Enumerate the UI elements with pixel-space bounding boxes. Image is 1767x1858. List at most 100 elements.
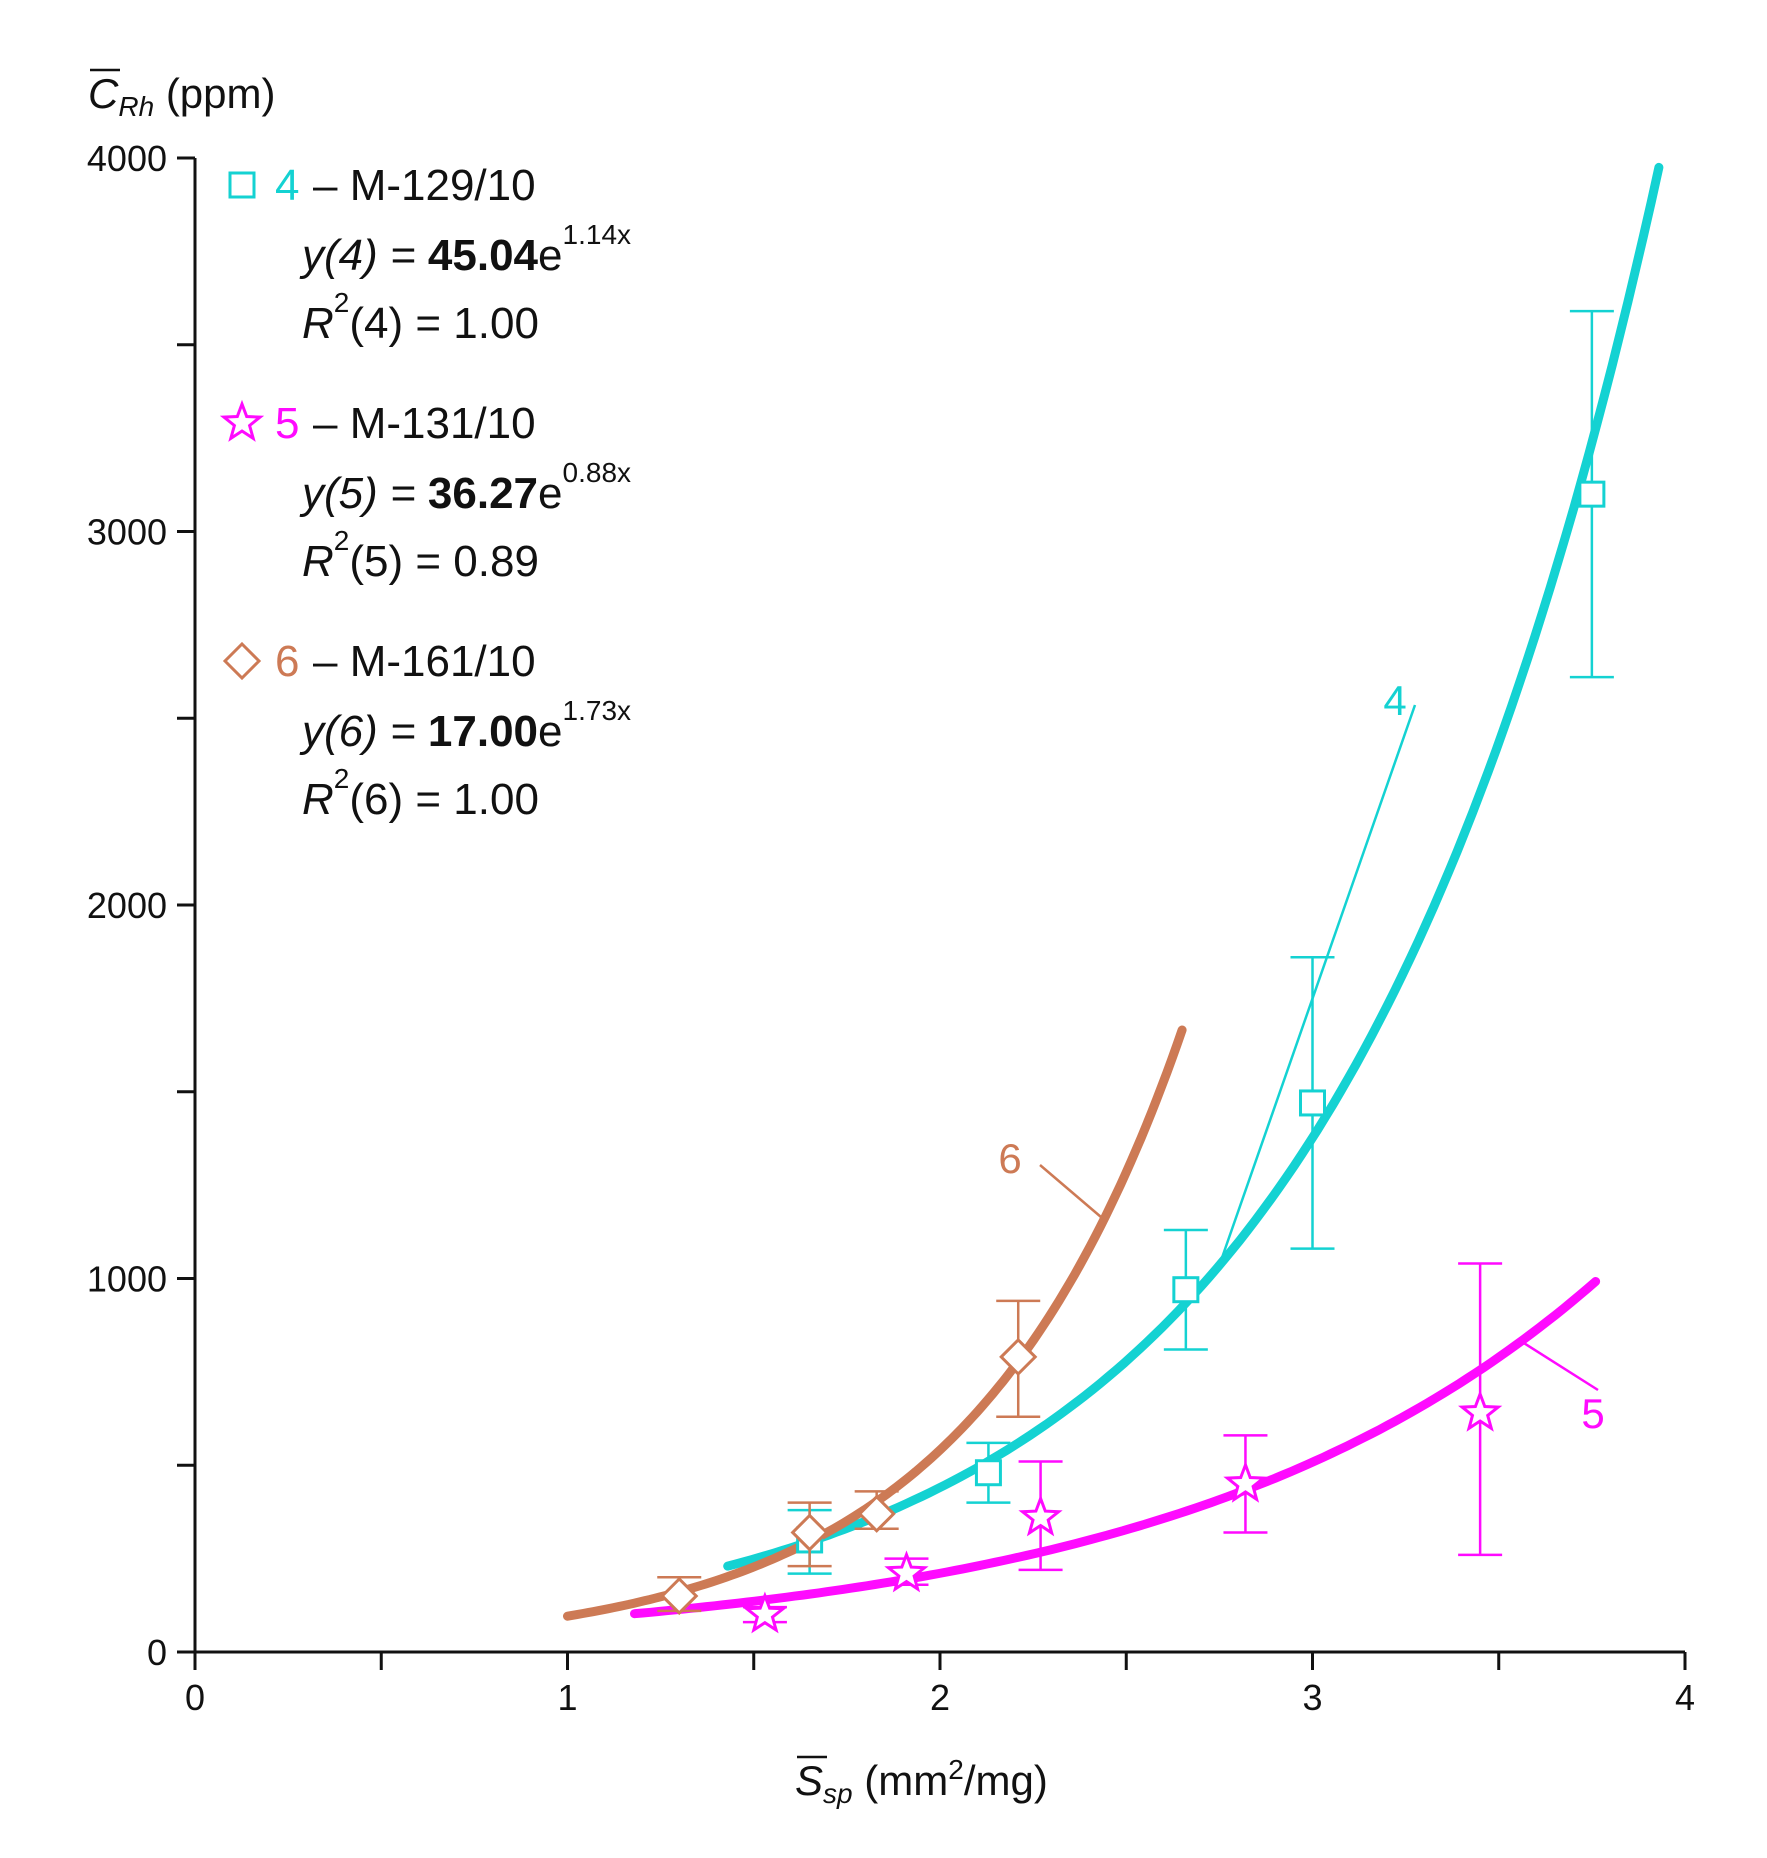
svg-text:CRh (ppm): CRh (ppm): [88, 70, 276, 122]
equation-lhs: y(5) =: [299, 469, 428, 518]
equation-coef: 17.00: [428, 707, 538, 756]
legend-r2: R2(6) = 1.00: [302, 763, 539, 824]
curve-label-leader-5: [1520, 1340, 1599, 1392]
y-tick-label: 4000: [87, 138, 167, 179]
x-axis-title: Ssp (mm2/mg): [795, 1754, 1048, 1809]
legend-series-id: 6: [275, 637, 299, 686]
star-marker: [742, 1591, 788, 1634]
data-point-5: [1223, 1434, 1268, 1534]
equation-lhs: y(6) =: [299, 707, 428, 756]
x-tick-label: 4: [1675, 1677, 1695, 1718]
data-point-5: [1018, 1460, 1063, 1572]
x-tick-label: 3: [1302, 1677, 1322, 1718]
data-points: [657, 309, 1614, 1634]
legend-series-id: 5: [275, 399, 299, 448]
x-tick-label: 0: [185, 1677, 205, 1718]
r2-sup: 2: [334, 287, 350, 318]
data-point-5: [884, 1550, 929, 1593]
legend-entry-5: 5 – M-131/10 y(5) = 36.27e0.88x R2(5) = 0.8…: [219, 399, 631, 586]
legend-r2: R2(5) = 0.89: [302, 525, 539, 586]
ticks: 0 1 2 3 4 0 1000 2000 3000 4000: [87, 138, 1695, 1718]
data-point-4: [1163, 1228, 1208, 1351]
equation-exp: 1.14x: [563, 219, 632, 250]
curve-label-leader-4: [1218, 704, 1417, 1266]
y-tick-label: 3000: [87, 512, 167, 553]
data-point-6: [787, 1501, 832, 1568]
square-marker: [1299, 1089, 1326, 1117]
r2-sup: 2: [334, 763, 350, 794]
y-axis-unit: (ppm): [166, 70, 276, 117]
curve-label-5: 5: [1581, 1390, 1604, 1437]
legend-equation: y(5) = 36.27e0.88x: [299, 457, 631, 518]
equation-base: e: [538, 231, 562, 280]
y-axis-symbol: C: [88, 70, 119, 117]
x-axis-subscript: sp: [823, 1778, 853, 1809]
data-point-5: [1458, 1262, 1503, 1557]
legend-series-name: – M-161/10: [313, 637, 536, 686]
x-tick-label: 2: [930, 1677, 950, 1718]
curve-label-4: 4: [1383, 677, 1406, 724]
y-tick-label: 0: [147, 1632, 167, 1673]
diamond-marker: [857, 1494, 896, 1533]
r2-rest: (5) = 0.89: [349, 537, 539, 586]
equation-coef: 36.27: [428, 469, 538, 518]
equation-exp: 0.88x: [563, 457, 632, 488]
legend-equation: y(6) = 17.00e1.73x: [299, 695, 631, 756]
diamond-marker: [660, 1576, 699, 1616]
x-axis-unit-sup: 2: [948, 1754, 964, 1785]
data-point-5: [742, 1591, 788, 1634]
legend-entry-4: 4 – M-129/10 y(4) = 45.04e1.14x R2(4) = 1.0…: [228, 161, 631, 348]
legend-equation: y(4) = 45.04e1.14x: [299, 219, 631, 280]
star-marker: [884, 1550, 929, 1593]
r2-symbol: R: [302, 537, 334, 586]
equation-exp: 1.73x: [563, 695, 632, 726]
fit-curves: [563, 162, 1664, 1621]
diamond-marker: [999, 1337, 1038, 1377]
legend-square-icon: [228, 171, 256, 199]
star-marker: [1018, 1494, 1063, 1537]
data-point-6: [854, 1490, 899, 1533]
curve-label-6: 6: [998, 1135, 1021, 1182]
y-tick-label: 1000: [87, 1259, 167, 1300]
equation-coef: 45.04: [428, 231, 539, 280]
square-marker: [1578, 480, 1606, 508]
equation-lhs: y(4) =: [299, 231, 428, 280]
x-tick-label: 1: [557, 1677, 577, 1718]
fit-curve-4: [723, 162, 1664, 1571]
y-axis-subscript: Rh: [118, 91, 154, 122]
r2-sup: 2: [334, 525, 350, 556]
svg-text:Ssp (mm2/mg): Ssp (mm2/mg): [795, 1754, 1048, 1809]
x-axis-unit-prefix: (mm: [864, 1757, 948, 1804]
data-point-4: [966, 1441, 1011, 1504]
square-marker: [1172, 1276, 1200, 1304]
legend-series-name: – M-129/10: [313, 161, 536, 210]
y-tick-label: 2000: [87, 885, 167, 926]
curve-label-leader-6: [1039, 1164, 1105, 1221]
curve-labels: 4 5 6: [998, 677, 1604, 1437]
axes: [193, 158, 1685, 1654]
legend-diamond-icon: [222, 641, 262, 681]
star-marker: [1223, 1460, 1268, 1503]
data-point-6: [996, 1299, 1041, 1418]
diamond-marker: [790, 1513, 829, 1552]
fit-curve-5: [630, 1277, 1601, 1619]
legend-entry-6: 6 – M-161/10 y(6) = 17.00e1.73x R2(6) = 1.0…: [222, 637, 631, 824]
legend-series-id: 4: [275, 161, 299, 210]
data-point-6: [657, 1576, 702, 1616]
legend-star-icon: [219, 399, 265, 442]
square-marker: [974, 1459, 1002, 1487]
r2-rest: (6) = 1.00: [349, 775, 539, 824]
star-marker: [1458, 1389, 1503, 1432]
r2-symbol: R: [302, 775, 334, 824]
legend-r2: R2(4) = 1.00: [302, 287, 539, 348]
x-axis-symbol: S: [795, 1757, 823, 1804]
legend-series-name: – M-131/10: [313, 399, 536, 448]
r2-rest: (4) = 1.00: [349, 299, 539, 348]
x-axis-unit-suffix: /mg): [964, 1757, 1048, 1804]
r2-symbol: R: [302, 299, 334, 348]
data-point-4: [1569, 309, 1614, 679]
y-axis-title: CRh (ppm): [88, 68, 276, 122]
equation-base: e: [538, 469, 562, 518]
